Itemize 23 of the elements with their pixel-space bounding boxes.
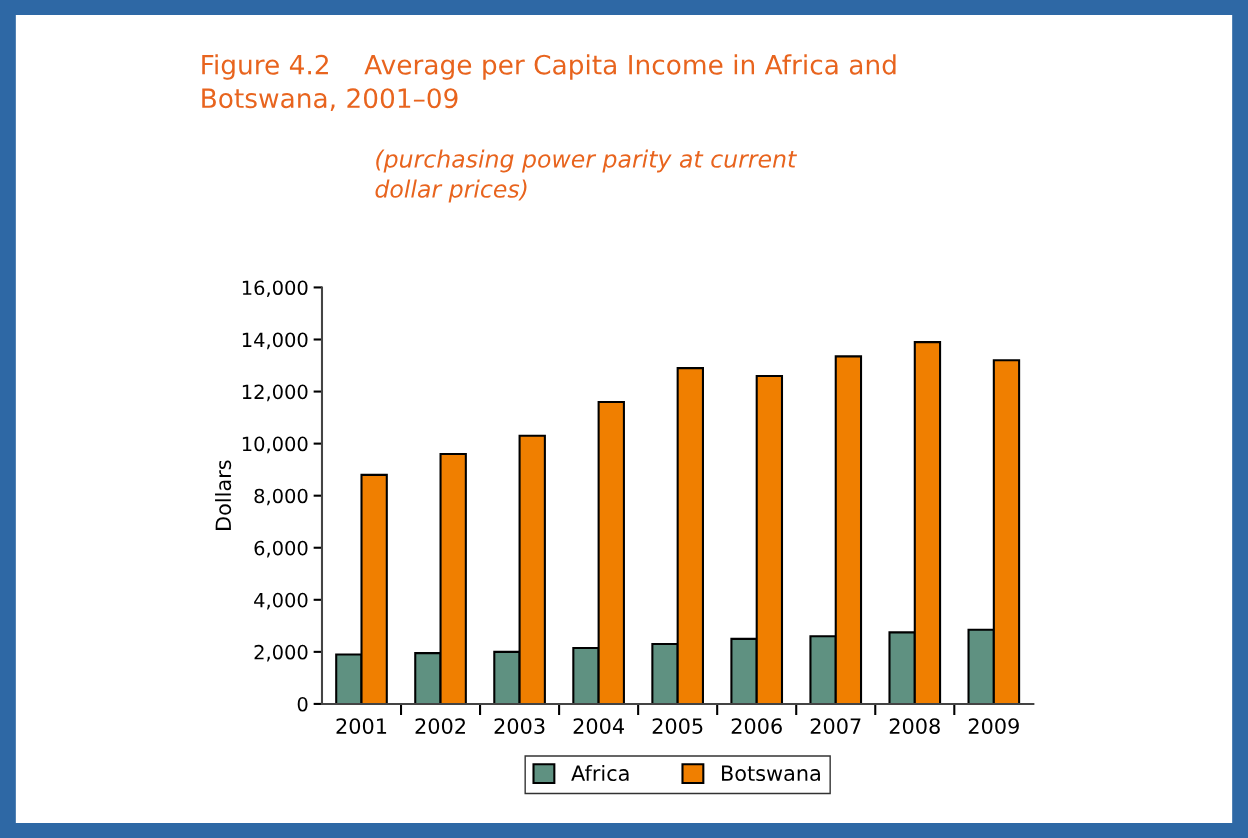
chart-title: Figure 4.2 Average per Capita Income in Africa and Botswana, 2001–09 — [202, 54, 896, 111]
x-tick-label: 2009 — [968, 718, 1019, 734]
y-tick-label: 16,000 — [242, 280, 308, 298]
y-tick-label: 6,000 — [254, 540, 308, 558]
x-tick-label: 2001 — [336, 718, 387, 734]
x-tick-label: 2006 — [731, 718, 782, 734]
x-tick-label: 2002 — [415, 718, 465, 734]
legend-label: Botswana — [722, 765, 820, 782]
y-tick-label: 2,000 — [254, 644, 308, 662]
x-tick-label: 2004 — [573, 718, 624, 734]
x-tick-label: 2008 — [889, 718, 940, 734]
y-tick-label: 12,000 — [242, 384, 308, 402]
legend-label: Africa — [571, 764, 629, 782]
y-tick-label: 0 — [297, 696, 308, 712]
y-axis-title: Dollars — [215, 460, 232, 530]
x-tick-label: 2005 — [652, 718, 703, 734]
x-tick-label: 2007 — [810, 718, 861, 734]
x-tick-label: 2003 — [494, 718, 545, 734]
y-tick-label: 4,000 — [254, 592, 308, 610]
y-tick-label: 8,000 — [254, 488, 308, 506]
chart-subtitle: (purchasing power parity at current dollar prices) — [375, 149, 798, 203]
y-tick-label: 10,000 — [242, 436, 308, 454]
y-tick-label: 14,000 — [242, 332, 308, 350]
